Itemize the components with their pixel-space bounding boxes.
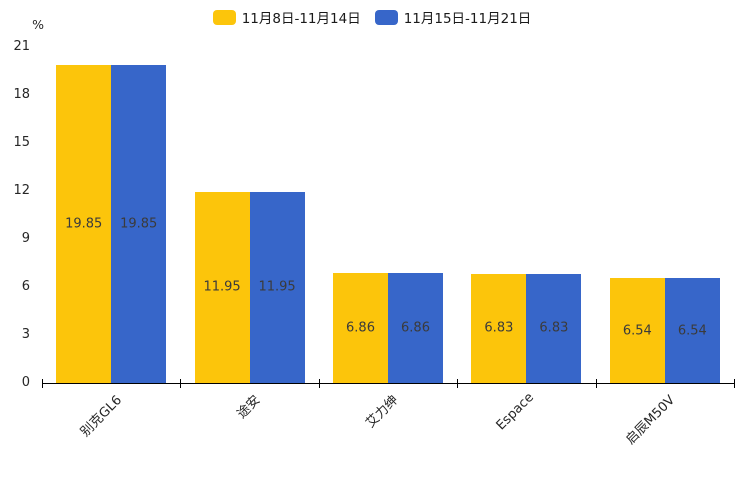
x-tick-mark bbox=[318, 379, 320, 388]
y-tick-label: 12 bbox=[13, 183, 30, 198]
bar-value-label: 19.85 bbox=[120, 216, 158, 232]
bar-value-label: 19.85 bbox=[65, 216, 103, 232]
x-axis-line bbox=[42, 383, 734, 384]
legend-item-week1: 11月8日-11月14日 bbox=[212, 7, 361, 27]
bar-series2-cat2 bbox=[249, 191, 305, 383]
legend-swatch-week1 bbox=[212, 9, 236, 25]
bar-series2-cat3 bbox=[388, 273, 443, 383]
y-tick-label: 3 bbox=[21, 327, 30, 342]
bar-value-label: 6.54 bbox=[677, 323, 707, 339]
legend-label-week2: 11月15日-11月21日 bbox=[403, 11, 532, 27]
bar-value-label: 6.83 bbox=[484, 320, 514, 336]
bar-value-label: 6.86 bbox=[346, 320, 375, 336]
bar-series1-cat1 bbox=[56, 65, 112, 383]
bar-value-label: 6.86 bbox=[401, 320, 430, 336]
legend: 11月8日-11月14日 11月15日-11月21日 bbox=[0, 7, 744, 27]
x-tick-mark bbox=[595, 379, 597, 388]
bar-series1-cat5 bbox=[609, 278, 665, 383]
y-tick-label: 18 bbox=[13, 87, 30, 102]
x-category-label: 启辰M50V bbox=[623, 392, 679, 448]
bar-value-label: 11.95 bbox=[258, 279, 296, 295]
y-tick-label: 0 bbox=[21, 375, 30, 390]
y-tick-label: 6 bbox=[21, 279, 30, 294]
x-category-label: 途安 bbox=[234, 392, 264, 422]
x-tick-mark bbox=[42, 379, 43, 388]
y-tick-label: 21 bbox=[13, 39, 30, 54]
x-category-label: 别克GL6 bbox=[77, 392, 125, 440]
legend-label-week1: 11月8日-11月14日 bbox=[241, 11, 361, 27]
y-tick-label: 15 bbox=[13, 135, 30, 150]
bar-value-label: 6.83 bbox=[539, 320, 569, 336]
bar-series1-cat4 bbox=[471, 273, 527, 383]
bar-value-label: 6.54 bbox=[622, 323, 652, 339]
x-category-label: Espace bbox=[493, 390, 538, 434]
bar-series1-cat3 bbox=[333, 273, 388, 383]
x-tick-mark bbox=[457, 379, 459, 388]
y-tick-label: 9 bbox=[21, 231, 30, 246]
bar-series2-cat4 bbox=[526, 273, 582, 383]
x-tick-mark bbox=[734, 379, 735, 388]
legend-item-week2: 11月15日-11月21日 bbox=[374, 7, 532, 27]
bar-series1-cat2 bbox=[194, 191, 250, 383]
bar-series2-cat5 bbox=[664, 278, 720, 383]
bar-value-label: 11.95 bbox=[203, 279, 241, 295]
y-axis-unit-label: % bbox=[32, 17, 44, 32]
legend-swatch-week2 bbox=[374, 9, 398, 25]
x-category-label: 艾力绅 bbox=[363, 392, 402, 432]
bar-series2-cat1 bbox=[111, 65, 167, 383]
x-tick-mark bbox=[180, 379, 182, 388]
